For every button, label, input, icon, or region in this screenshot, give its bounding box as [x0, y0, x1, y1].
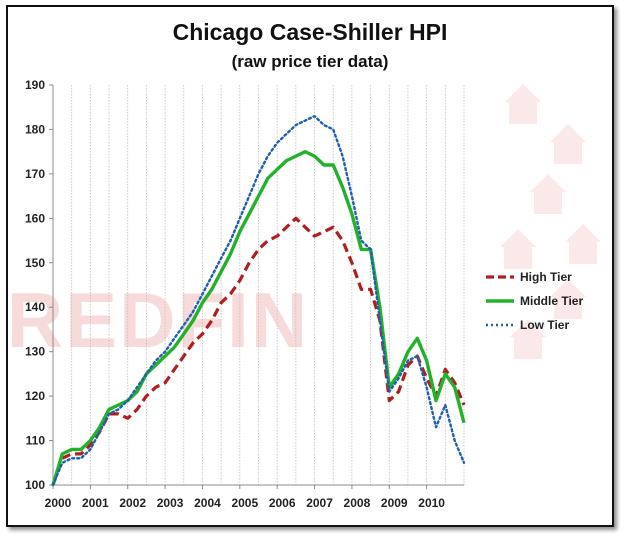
y-tick-label: 160 [25, 211, 45, 225]
y-tick-label: 180 [25, 122, 45, 136]
watermark-house-icon [530, 174, 566, 214]
x-tick-label: 2001 [82, 496, 109, 510]
y-tick-label: 190 [25, 78, 45, 92]
x-tick-label: 2008 [344, 496, 371, 510]
x-tick-label: 2007 [306, 496, 333, 510]
y-axis: 100 110 120 130 140 150 160 170 180 190 [25, 78, 53, 492]
legend-label: High Tier [520, 270, 572, 284]
x-tick-label: 2004 [194, 496, 221, 510]
x-tick-label: 2010 [418, 496, 445, 510]
watermark-text: REDFIN [8, 276, 309, 364]
watermark-house-icon [500, 229, 536, 269]
y-tick-label: 150 [25, 256, 45, 270]
y-tick-label: 120 [25, 389, 45, 403]
watermark-house-icon [510, 319, 546, 359]
y-tick-label: 100 [25, 478, 45, 492]
plot-area [52, 85, 464, 486]
legend-label: Middle Tier [520, 294, 583, 308]
watermark-house-icon [565, 224, 601, 264]
x-tick-label: 2009 [381, 496, 408, 510]
watermark-house-icon [505, 84, 541, 124]
y-tick-label: 170 [25, 167, 45, 181]
x-tick-label: 2002 [119, 496, 146, 510]
watermark-house-icon [550, 124, 586, 164]
y-tick-label: 110 [26, 434, 46, 448]
x-axis: 2000 2001 2002 2003 2004 2005 2006 2007 2008 2009… [45, 485, 445, 510]
x-tick-label: 2006 [269, 496, 296, 510]
chart-grid [71, 85, 465, 485]
x-tick-label: 2005 [231, 496, 258, 510]
watermark-house-icon [550, 279, 586, 319]
series-group [51, 114, 466, 487]
series-line-low-tier [51, 114, 466, 487]
chart-svg: REDFIN Chicago Case-Shiller HPI (raw pri… [8, 19, 601, 510]
y-tick-label: 130 [25, 345, 45, 359]
y-tick-label: 140 [25, 300, 45, 314]
chart-subtitle: (raw price tier data) [232, 52, 389, 71]
legend-label: Low Tier [520, 318, 569, 332]
chart-title: Chicago Case-Shiller HPI [173, 19, 448, 45]
x-tick-label: 2003 [157, 496, 184, 510]
redfin-watermark: REDFIN [8, 84, 601, 364]
legend: High Tier Middle Tier Low Tier [486, 270, 583, 332]
chart-frame: REDFIN Chicago Case-Shiller HPI (raw pri… [6, 5, 614, 527]
series-line-middle-tier [51, 150, 466, 486]
x-tick-label: 2000 [45, 496, 72, 510]
